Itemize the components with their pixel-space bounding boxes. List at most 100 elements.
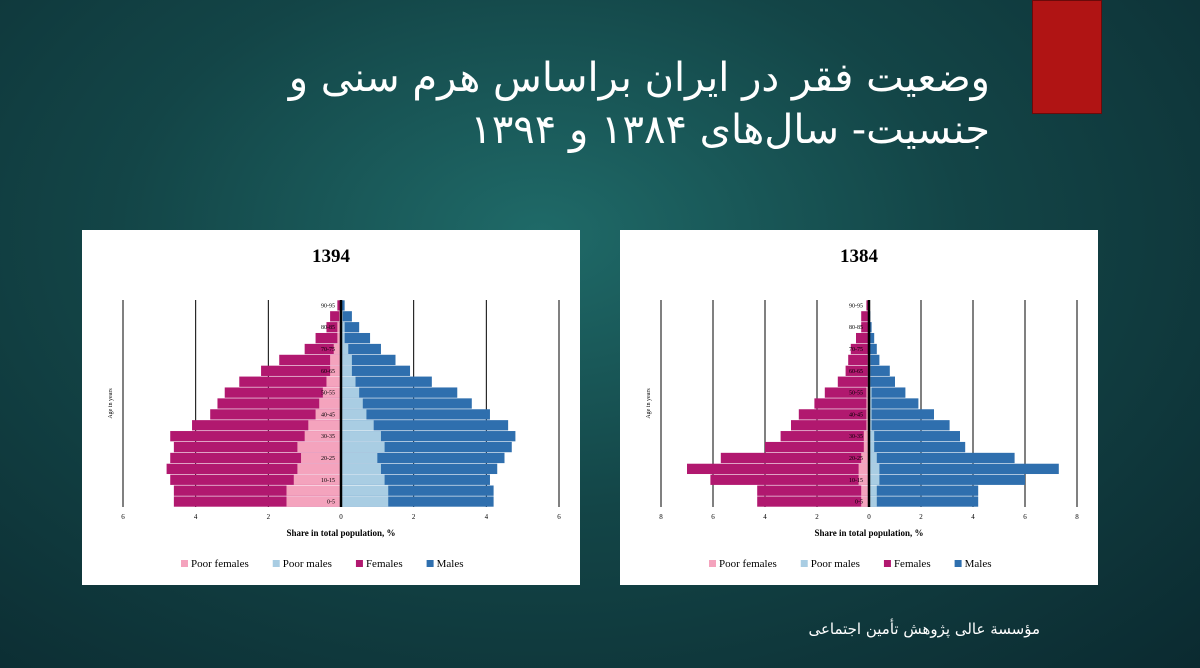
legend-label: Males xyxy=(965,558,992,570)
bar xyxy=(341,343,349,355)
x-tick-label: 2 xyxy=(919,513,923,521)
bar xyxy=(304,343,341,355)
bar xyxy=(869,398,919,409)
x-tick-label: 6 xyxy=(557,513,561,521)
legend-swatch xyxy=(355,560,363,567)
x-tick-label: 8 xyxy=(1075,513,1079,521)
bar xyxy=(869,322,872,333)
bar xyxy=(304,431,341,442)
bar xyxy=(837,376,869,387)
y-tick-label: 70-75 xyxy=(321,347,335,353)
bar xyxy=(315,332,341,344)
bar xyxy=(791,420,869,431)
bar xyxy=(224,387,341,398)
y-tick-label: 80-85 xyxy=(321,325,335,331)
bar xyxy=(869,365,890,376)
legend-swatch xyxy=(426,560,434,567)
bar xyxy=(869,343,877,355)
bar xyxy=(173,485,341,496)
bar xyxy=(341,409,490,420)
bar xyxy=(341,322,360,333)
bar xyxy=(869,496,877,507)
bar xyxy=(856,332,869,344)
chart-title: 1384 xyxy=(840,246,879,267)
bar xyxy=(869,354,880,366)
x-tick-label: 4 xyxy=(194,513,198,521)
bar xyxy=(869,463,880,475)
bar xyxy=(341,463,381,475)
bar xyxy=(341,431,516,442)
bar xyxy=(341,420,374,431)
bar xyxy=(869,441,966,453)
bar xyxy=(757,485,869,496)
bar xyxy=(326,322,341,333)
y-axis-label: Age in years xyxy=(108,388,114,419)
bar xyxy=(166,463,341,475)
bar xyxy=(869,387,872,398)
bar xyxy=(765,441,869,453)
bar xyxy=(341,365,411,376)
x-tick-label: 6 xyxy=(711,513,715,521)
y-axis-label: Age in years xyxy=(646,388,652,419)
bar xyxy=(326,376,341,387)
y-tick-label: 40-45 xyxy=(849,412,863,418)
bar xyxy=(170,452,341,464)
x-tick-label: 2 xyxy=(412,513,416,521)
bar xyxy=(720,452,869,464)
bar xyxy=(869,409,872,420)
x-tick-label: 2 xyxy=(815,513,819,521)
legend-swatch xyxy=(709,560,716,567)
bar xyxy=(341,496,389,507)
bar xyxy=(170,431,341,442)
bar xyxy=(866,398,869,409)
y-tick-label: 90-95 xyxy=(849,303,863,309)
bar xyxy=(341,431,381,442)
bar xyxy=(293,474,341,485)
legend-swatch xyxy=(954,560,962,567)
x-tick-label: 2 xyxy=(267,513,271,521)
bar xyxy=(341,409,367,420)
bar xyxy=(341,376,432,387)
bar xyxy=(869,332,875,344)
bar xyxy=(217,398,341,409)
bar xyxy=(315,409,341,420)
legend-swatch xyxy=(883,560,891,567)
bar xyxy=(297,463,341,475)
bar xyxy=(869,431,960,442)
legend-label: Poor females xyxy=(719,558,777,570)
legend-swatch xyxy=(181,560,188,567)
y-tick-label: 50-55 xyxy=(321,391,335,397)
bar xyxy=(341,452,378,464)
y-tick-label: 30-35 xyxy=(849,434,863,440)
bar xyxy=(337,332,341,344)
bar xyxy=(319,398,341,409)
y-tick-label: 50-55 xyxy=(849,391,863,397)
bar xyxy=(861,496,869,507)
bar xyxy=(341,398,472,409)
y-tick-label: 60-65 xyxy=(321,369,335,375)
legend-label: Females xyxy=(366,558,403,570)
y-tick-label: 30-35 xyxy=(321,434,335,440)
x-tick-label: 0 xyxy=(339,513,343,521)
bar xyxy=(279,354,341,366)
x-tick-label: 8 xyxy=(659,513,663,521)
x-tick-label: 4 xyxy=(485,513,489,521)
bar xyxy=(341,398,363,409)
legend-label: Males xyxy=(437,558,464,570)
bar xyxy=(341,441,512,453)
bar xyxy=(710,474,869,485)
x-tick-label: 0 xyxy=(867,513,871,521)
bar xyxy=(850,343,869,355)
y-tick-label: 80-85 xyxy=(849,325,863,331)
y-tick-label: 0-5 xyxy=(855,500,863,506)
legend-label: Poor males xyxy=(283,558,332,570)
bar xyxy=(869,420,872,431)
bar xyxy=(869,431,875,442)
bar xyxy=(869,463,1059,475)
bar xyxy=(780,431,869,442)
bar xyxy=(869,474,1025,485)
bar xyxy=(341,387,360,398)
x-tick-label: 6 xyxy=(121,513,125,521)
y-tick-label: 10-15 xyxy=(849,478,863,484)
